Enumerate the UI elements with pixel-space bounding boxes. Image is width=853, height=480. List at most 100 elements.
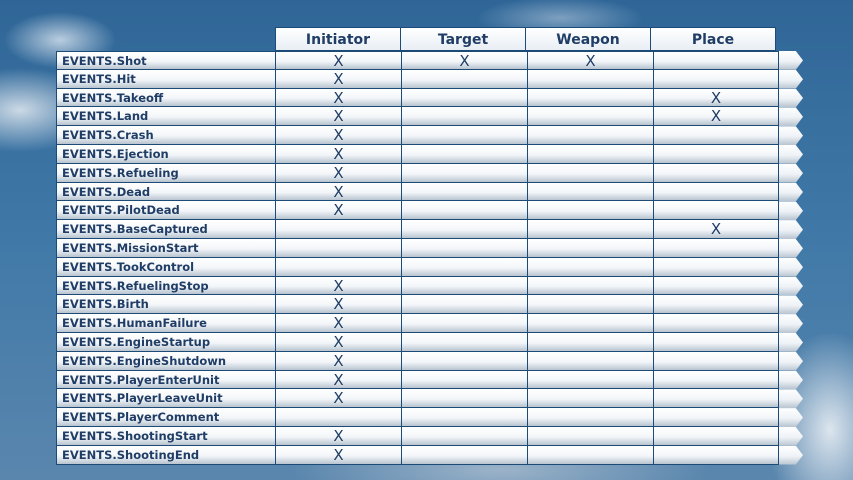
mark-cell-initiator: X (275, 201, 401, 221)
mark-cell-target: X (401, 51, 527, 70)
mark-cell-target (401, 408, 527, 427)
mark-cell-target (401, 332, 527, 352)
mark-cell-target (401, 370, 527, 390)
mark-cell-weapon (527, 69, 653, 89)
mark-cell-place (653, 126, 779, 145)
event-name: EVENTS.RefuelingStop (56, 276, 275, 296)
table-row: EVENTS.HumanFailure X (56, 314, 803, 333)
event-name: EVENTS.EngineShutdown (56, 351, 275, 371)
event-name: EVENTS.PlayerComment (56, 408, 275, 427)
mark-cell-initiator: X (275, 126, 401, 145)
table-row: EVENTS.ShootingStart X (56, 426, 803, 446)
row-arrow-icon (779, 370, 803, 390)
mark-cell-initiator: X (275, 389, 401, 409)
mark-cell-target (401, 126, 527, 145)
event-name: EVENTS.EngineStartup (56, 332, 275, 352)
mark-cell-place (653, 51, 779, 70)
row-arrow-icon (779, 201, 803, 221)
table-row: EVENTS.ShootingEnd X (56, 445, 803, 465)
mark-cell-weapon (527, 332, 653, 352)
event-name: EVENTS.Land (56, 107, 275, 127)
mark-cell-target (401, 238, 527, 258)
row-arrow-icon (779, 389, 803, 409)
event-name: EVENTS.TookControl (56, 257, 275, 277)
header-place: Place (650, 27, 776, 51)
table-row: EVENTS.PlayerEnterUnit X (56, 370, 803, 390)
event-name: EVENTS.Birth (56, 295, 275, 315)
mark-cell-place: X (653, 88, 779, 108)
mark-cell-target (401, 144, 527, 164)
mark-cell-place (653, 276, 779, 296)
mark-cell-initiator: X (275, 88, 401, 108)
row-arrow-icon (779, 107, 803, 127)
event-name: EVENTS.Hit (56, 69, 275, 89)
mark-cell-target (401, 389, 527, 409)
row-arrow-icon (779, 257, 803, 277)
mark-cell-target (401, 426, 527, 446)
mark-cell-place: X (653, 107, 779, 127)
mark-cell-place (653, 370, 779, 390)
mark-cell-place (653, 389, 779, 409)
mark-cell-place: X (653, 220, 779, 239)
table-row: EVENTS.Takeoff X X (56, 88, 803, 108)
table-row: EVENTS.TookControl (56, 257, 803, 277)
mark-cell-place (653, 426, 779, 446)
row-arrow-icon (779, 163, 803, 183)
row-arrow-icon (779, 276, 803, 296)
mark-cell-target (401, 88, 527, 108)
mark-cell-target (401, 445, 527, 465)
row-arrow-icon (779, 332, 803, 352)
mark-cell-target (401, 276, 527, 296)
mark-cell-initiator: X (275, 445, 401, 465)
row-arrow-icon (779, 314, 803, 333)
mark-cell-weapon (527, 182, 653, 202)
mark-cell-place (653, 314, 779, 333)
mark-cell-place (653, 144, 779, 164)
mark-cell-target (401, 220, 527, 239)
events-table: Initiator Target Weapon Place EVENTS.Sho… (56, 27, 803, 465)
mark-cell-initiator (275, 238, 401, 258)
mark-cell-initiator: X (275, 276, 401, 296)
event-name: EVENTS.Dead (56, 182, 275, 202)
event-name: EVENTS.Takeoff (56, 88, 275, 108)
mark-cell-initiator (275, 408, 401, 427)
event-name: EVENTS.Shot (56, 51, 275, 70)
mark-cell-initiator: X (275, 351, 401, 371)
row-arrow-icon (779, 351, 803, 371)
header-target: Target (400, 27, 525, 51)
mark-cell-weapon (527, 276, 653, 296)
event-name: EVENTS.ShootingEnd (56, 445, 275, 465)
table-row: EVENTS.PilotDead X (56, 201, 803, 221)
mark-cell-initiator: X (275, 107, 401, 127)
row-arrow-icon (779, 126, 803, 145)
header-weapon: Weapon (525, 27, 650, 51)
header-initiator: Initiator (275, 27, 400, 51)
event-name: EVENTS.PilotDead (56, 201, 275, 221)
mark-cell-weapon (527, 314, 653, 333)
mark-cell-weapon (527, 351, 653, 371)
mark-cell-weapon (527, 370, 653, 390)
mark-cell-initiator (275, 257, 401, 277)
row-arrow-icon (779, 408, 803, 427)
mark-cell-target (401, 295, 527, 315)
mark-cell-initiator: X (275, 370, 401, 390)
mark-cell-initiator: X (275, 163, 401, 183)
table-row: EVENTS.BaseCaptured X (56, 220, 803, 239)
mark-cell-initiator (275, 220, 401, 239)
row-arrow-icon (779, 182, 803, 202)
mark-cell-target (401, 201, 527, 221)
mark-cell-target (401, 69, 527, 89)
mark-cell-initiator: X (275, 69, 401, 89)
event-name: EVENTS.Crash (56, 126, 275, 145)
row-arrow-icon (779, 69, 803, 89)
table-row: EVENTS.PlayerLeaveUnit X (56, 389, 803, 409)
row-arrow-icon (779, 144, 803, 164)
mark-cell-place (653, 238, 779, 258)
event-name: EVENTS.BaseCaptured (56, 220, 275, 239)
mark-cell-weapon (527, 201, 653, 221)
mark-cell-weapon (527, 426, 653, 446)
table-row: EVENTS.Crash X (56, 126, 803, 145)
mark-cell-weapon (527, 107, 653, 127)
mark-cell-weapon (527, 88, 653, 108)
row-arrow-icon (779, 238, 803, 258)
